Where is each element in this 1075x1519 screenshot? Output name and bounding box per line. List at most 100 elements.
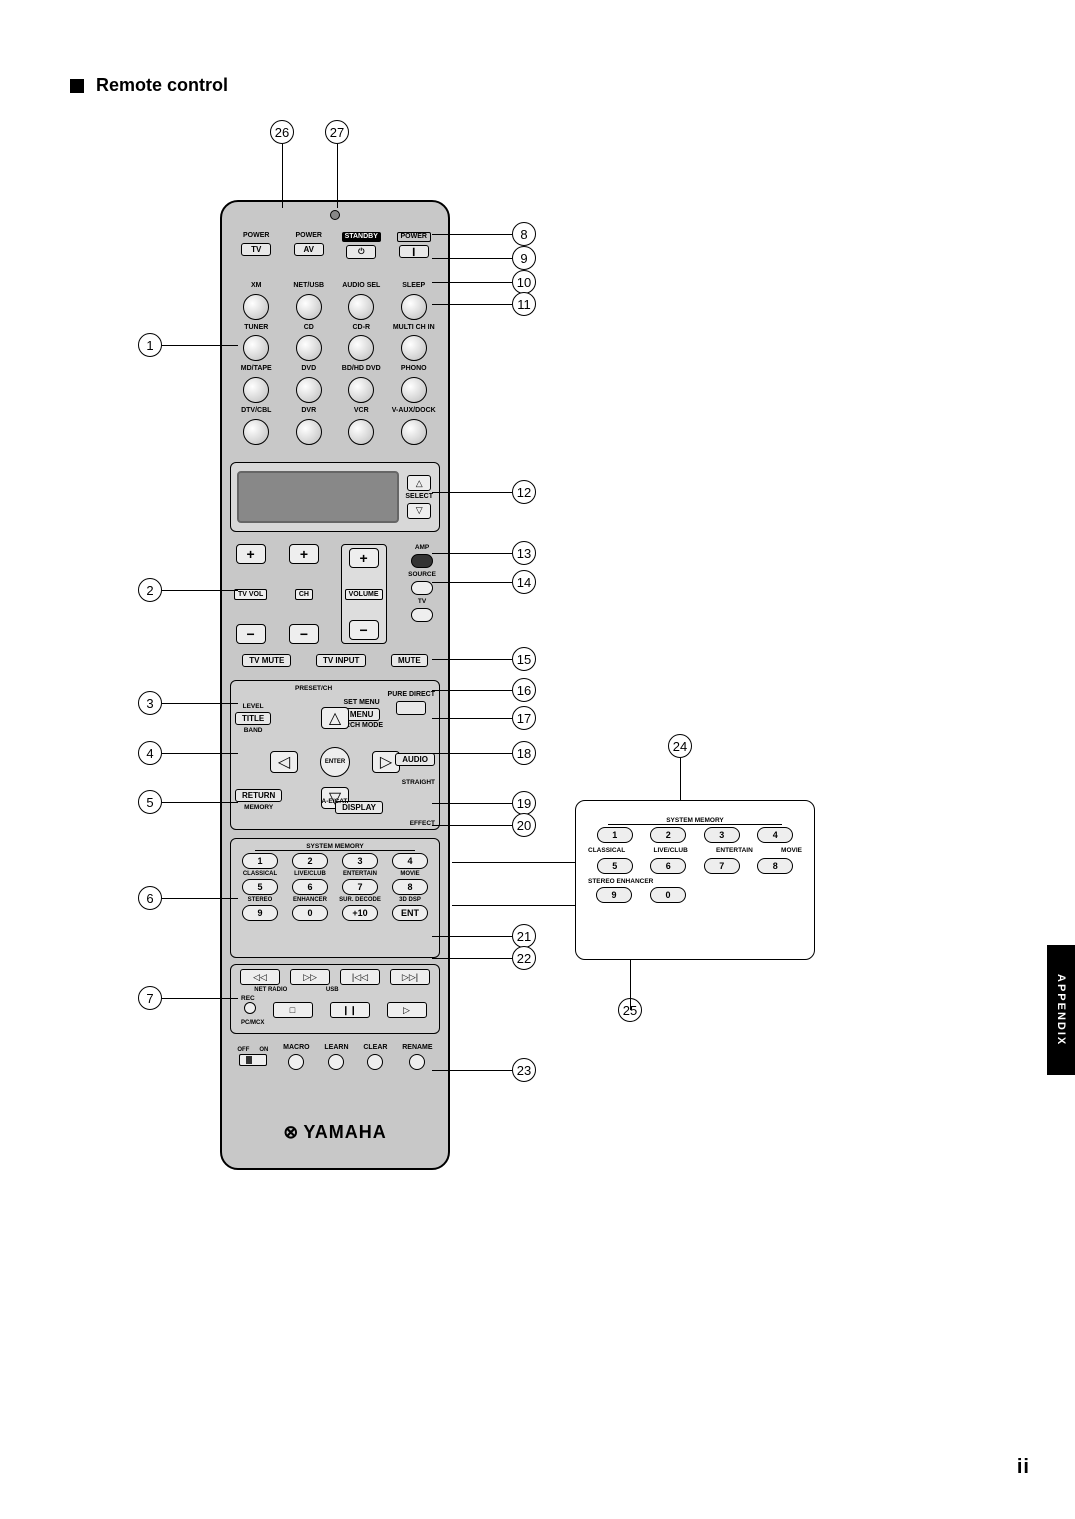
- inset-num-7[interactable]: 7: [704, 858, 740, 874]
- vol-label: VOLUME: [345, 589, 383, 600]
- pure-button[interactable]: [396, 701, 426, 715]
- num-sublabel: SUR. DECODE: [335, 897, 385, 903]
- callout-line: [337, 144, 338, 208]
- source-button[interactable]: [411, 581, 433, 595]
- callout-24: 24: [668, 734, 692, 758]
- input-button-vcr[interactable]: [348, 419, 374, 445]
- input-button-tuner[interactable]: [243, 335, 269, 361]
- standby-label: STANDBY: [342, 232, 381, 242]
- inset-num-9[interactable]: 9: [596, 887, 632, 903]
- tvvol-up-button[interactable]: +: [236, 544, 266, 564]
- bottom-section: OFFON MACRO LEARN CLEAR RENAME: [230, 1044, 440, 1070]
- select-down-button[interactable]: ▽: [407, 503, 431, 519]
- mode-switch[interactable]: [239, 1054, 267, 1066]
- usb-label: USB: [326, 987, 339, 993]
- inset-num-8[interactable]: 8: [757, 858, 793, 874]
- numpad-2[interactable]: 2: [292, 853, 328, 869]
- amp-button[interactable]: [411, 554, 433, 568]
- stop-button[interactable]: □: [273, 1002, 313, 1018]
- pause-button[interactable]: ❙❙: [330, 1002, 370, 1018]
- mute-button[interactable]: MUTE: [391, 654, 428, 667]
- input-button-phono[interactable]: [401, 377, 427, 403]
- vol-up-button[interactable]: +: [349, 548, 379, 568]
- return-button[interactable]: RETURN: [235, 789, 282, 802]
- callout-line: [432, 718, 512, 719]
- power-tv-button[interactable]: TV: [241, 243, 271, 256]
- tvvol-down-button[interactable]: −: [236, 624, 266, 644]
- numpad-ENT[interactable]: ENT: [392, 905, 428, 921]
- numpad-+10[interactable]: +10: [342, 905, 378, 921]
- callout-15: 15: [512, 647, 536, 671]
- transport-btn-3[interactable]: ▷▷|: [390, 969, 430, 985]
- select-up-button[interactable]: △: [407, 475, 431, 491]
- numpad-9[interactable]: 9: [242, 905, 278, 921]
- rename-button[interactable]: [409, 1054, 425, 1070]
- heading-text: Remote control: [96, 75, 228, 96]
- learn-button[interactable]: [328, 1054, 344, 1070]
- inset-num-3[interactable]: 3: [704, 827, 740, 843]
- numpad-7[interactable]: 7: [342, 879, 378, 895]
- tv-jog-button[interactable]: [411, 608, 433, 622]
- ch-down-button[interactable]: −: [289, 624, 319, 644]
- vol-down-button[interactable]: −: [349, 620, 379, 640]
- numpad-8[interactable]: 8: [392, 879, 428, 895]
- callout-line: [162, 703, 238, 704]
- inset-num-6[interactable]: 6: [650, 858, 686, 874]
- input-button-multichin[interactable]: [401, 335, 427, 361]
- callout-27: 27: [325, 120, 349, 144]
- cursor-left-button[interactable]: ◁: [270, 751, 298, 773]
- transport-btn-2[interactable]: |◁◁: [340, 969, 380, 985]
- title-button[interactable]: TITLE: [235, 712, 271, 725]
- clear-button[interactable]: [367, 1054, 383, 1070]
- numpad-0[interactable]: 0: [292, 905, 328, 921]
- audio-button[interactable]: AUDIO: [395, 753, 435, 766]
- yamaha-logo: YAMAHA: [222, 1122, 448, 1143]
- transport-btn-0[interactable]: ◁◁: [240, 969, 280, 985]
- input-button-cd[interactable]: [296, 335, 322, 361]
- input-button-mdtape[interactable]: [243, 377, 269, 403]
- callout-line: [630, 960, 631, 1010]
- numpad-1[interactable]: 1: [242, 853, 278, 869]
- input-button-dtvcbl[interactable]: [243, 419, 269, 445]
- rec-button[interactable]: [244, 1002, 256, 1014]
- inset-num-0[interactable]: 0: [650, 887, 686, 903]
- input-button-dvd[interactable]: [296, 377, 322, 403]
- input-label: MULTI CH IN: [393, 324, 435, 332]
- callout-line: [432, 553, 512, 554]
- play-button[interactable]: ▷: [387, 1002, 427, 1018]
- input-button-netusb[interactable]: [296, 294, 322, 320]
- standby-button[interactable]: ⏻: [346, 245, 376, 259]
- numpad-5[interactable]: 5: [242, 879, 278, 895]
- input-button-xm[interactable]: [243, 294, 269, 320]
- inset-num-2[interactable]: 2: [650, 827, 686, 843]
- input-button-vauxdock[interactable]: [401, 419, 427, 445]
- inset-num-4[interactable]: 4: [757, 827, 793, 843]
- callout-line: [432, 492, 512, 493]
- pure-label: PURE DIRECT: [388, 691, 435, 699]
- input-button-cdr[interactable]: [348, 335, 374, 361]
- display-section: △ SELECT ▽: [230, 462, 440, 532]
- input-button-audiosel[interactable]: [348, 294, 374, 320]
- ch-up-button[interactable]: +: [289, 544, 319, 564]
- enter-button[interactable]: ENTER: [320, 747, 350, 777]
- power-av-button[interactable]: AV: [294, 243, 324, 256]
- tvmute-button[interactable]: TV MUTE: [242, 654, 291, 667]
- inset-num-5[interactable]: 5: [597, 858, 633, 874]
- callout-line: [162, 898, 238, 899]
- transport-btn-1[interactable]: ▷▷: [290, 969, 330, 985]
- input-label: BD/HD DVD: [342, 365, 381, 373]
- numpad-3[interactable]: 3: [342, 853, 378, 869]
- tvinput-button[interactable]: TV INPUT: [316, 654, 366, 667]
- input-button-sleep[interactable]: [401, 294, 427, 320]
- callout-12: 12: [512, 480, 536, 504]
- callout-18: 18: [512, 741, 536, 765]
- macro-button[interactable]: [288, 1054, 304, 1070]
- input-button-dvr[interactable]: [296, 419, 322, 445]
- numpad-4[interactable]: 4: [392, 853, 428, 869]
- page-number: ii: [1017, 1456, 1030, 1479]
- power-on-button[interactable]: ❙: [399, 245, 429, 258]
- input-button-bdhddvd[interactable]: [348, 377, 374, 403]
- inset-num-1[interactable]: 1: [597, 827, 633, 843]
- cursor-up-button[interactable]: △: [321, 707, 349, 729]
- numpad-6[interactable]: 6: [292, 879, 328, 895]
